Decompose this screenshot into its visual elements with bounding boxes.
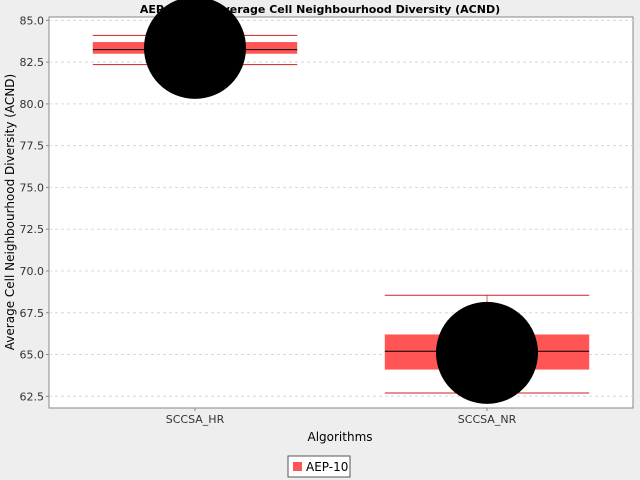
- y-tick-label: 80.0: [20, 98, 45, 111]
- mean-marker: [144, 0, 246, 99]
- y-axis-ticks: 62.5 65.0 67.5 70.0 72.5 75.0 77.5 80.0 82.5 85.0: [20, 14, 49, 403]
- y-tick-label: 62.5: [20, 390, 45, 403]
- y-tick-label: 65.0: [20, 349, 45, 362]
- y-tick-label: 70.0: [20, 265, 45, 278]
- x-axis-label: Algorithms: [307, 430, 372, 444]
- x-tick-label: SCCSA_NR: [458, 413, 517, 426]
- legend: AEP-10: [287, 455, 351, 478]
- legend-label: AEP-10: [306, 460, 348, 474]
- y-tick-label: 82.5: [20, 56, 45, 69]
- x-tick-label: SCCSA_HR: [166, 413, 225, 426]
- y-tick-label: 77.5: [20, 140, 45, 153]
- legend-box: [287, 455, 351, 478]
- y-tick-label: 75.0: [20, 181, 45, 194]
- y-tick-label: 85.0: [20, 14, 45, 27]
- x-axis-ticks: SCCSA_HR SCCSA_NR: [166, 408, 517, 426]
- y-tick-label: 72.5: [20, 223, 45, 236]
- legend-swatch: [293, 462, 302, 471]
- y-tick-label: 67.5: [20, 307, 45, 320]
- box-plots: [92, 0, 590, 404]
- grid-lines: [49, 19, 633, 397]
- mean-marker: [436, 301, 538, 404]
- y-axis-label: Average Cell Neighbourhood Diversity (AC…: [3, 74, 17, 350]
